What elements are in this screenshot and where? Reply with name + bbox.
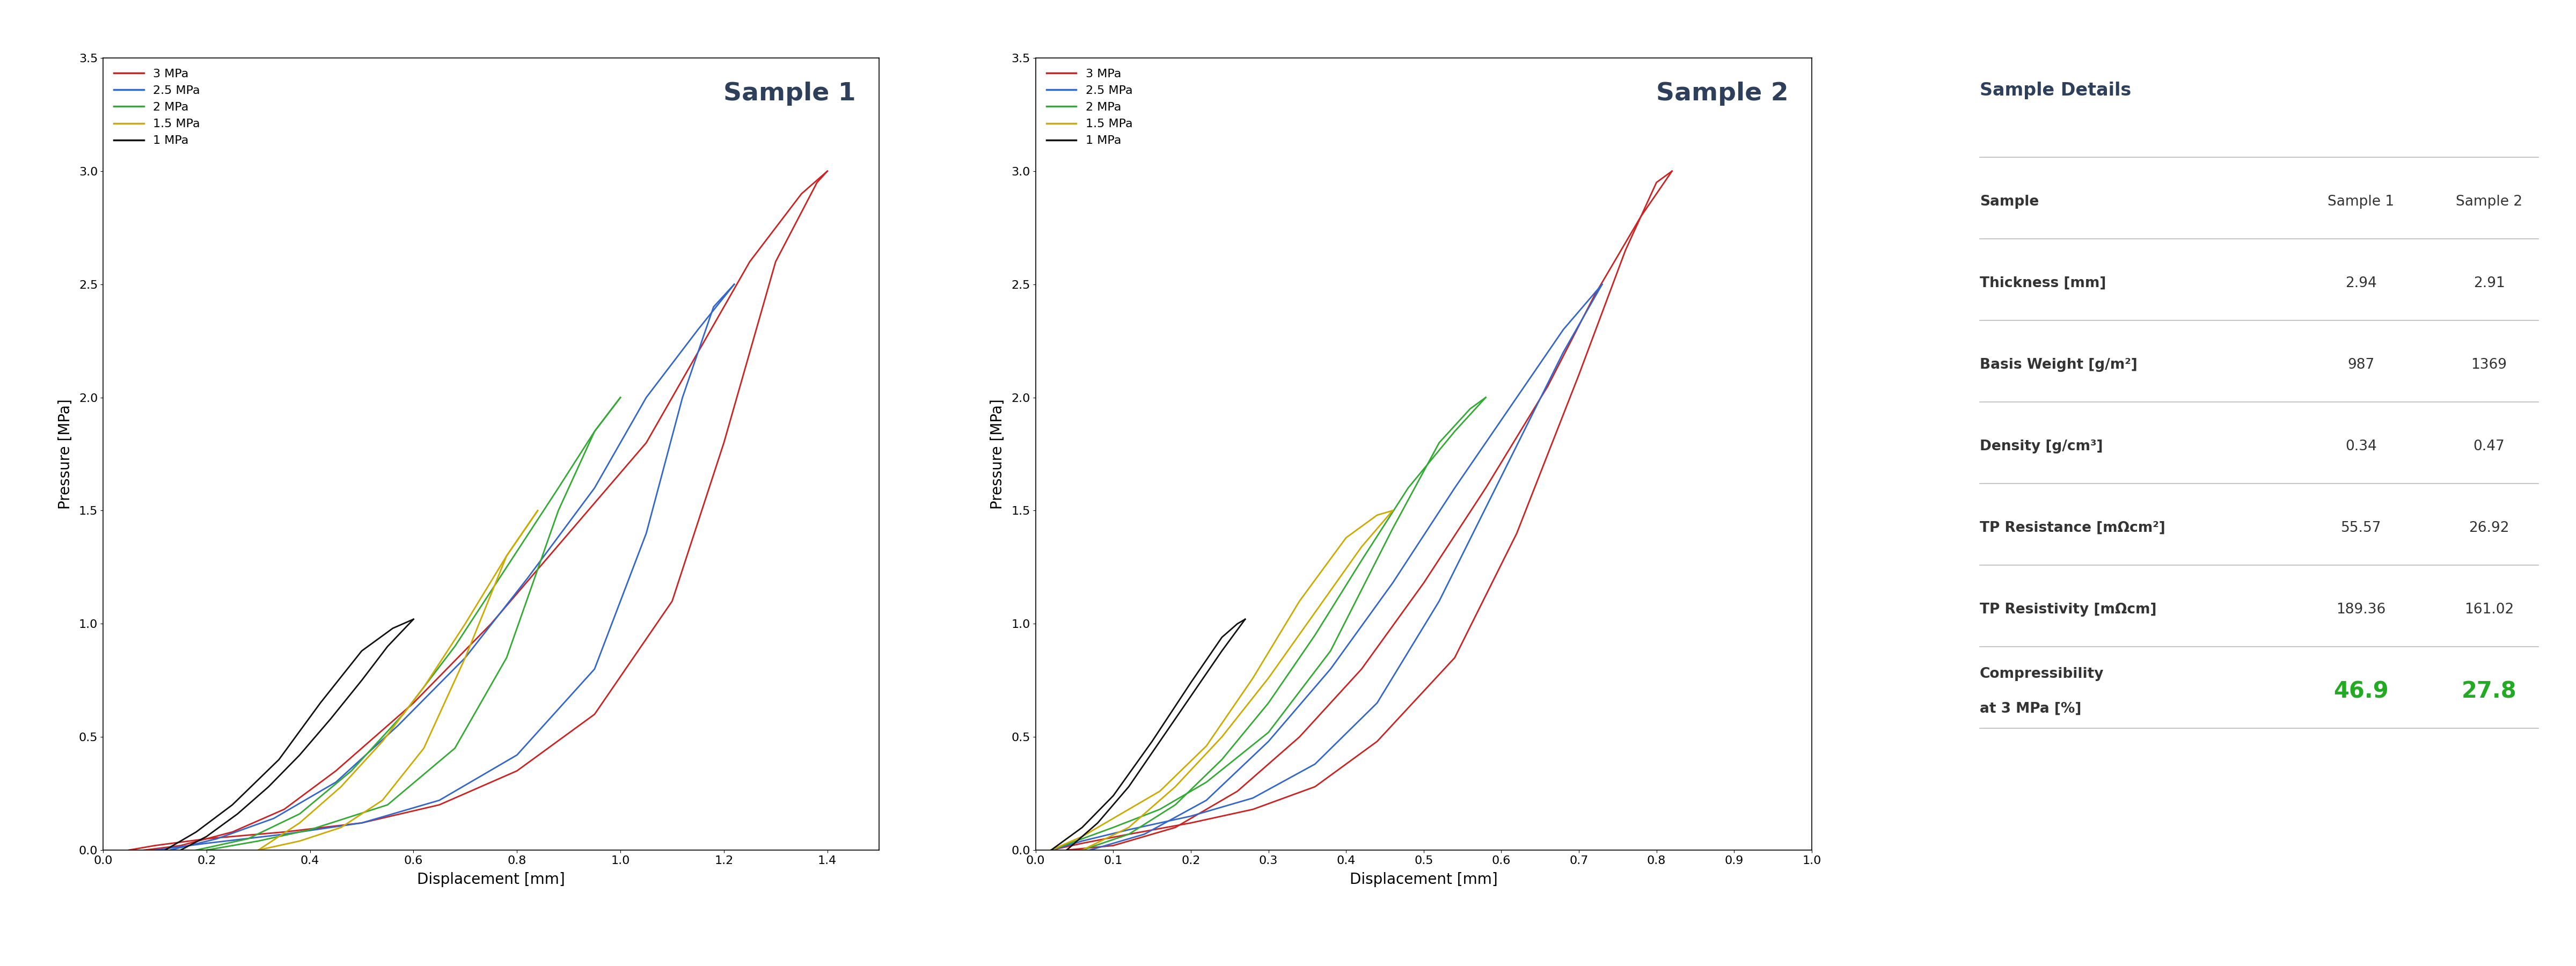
Text: 0.34: 0.34 xyxy=(2344,440,2378,453)
Text: 0.47: 0.47 xyxy=(2473,440,2504,453)
X-axis label: Displacement [mm]: Displacement [mm] xyxy=(1350,872,1497,887)
Text: 1369: 1369 xyxy=(2470,358,2506,372)
Text: at 3 MPa [%]: at 3 MPa [%] xyxy=(1981,701,2081,716)
Text: Compressibility: Compressibility xyxy=(1981,667,2105,681)
Text: Basis Weight [g/m²]: Basis Weight [g/m²] xyxy=(1981,358,2138,372)
Text: Sample Details: Sample Details xyxy=(1981,82,2130,99)
Text: Sample 2: Sample 2 xyxy=(2455,195,2522,209)
Text: 2.94: 2.94 xyxy=(2344,276,2378,291)
Legend: 3 MPa, 2.5 MPa, 2 MPa, 1.5 MPa, 1 MPa: 3 MPa, 2.5 MPa, 2 MPa, 1.5 MPa, 1 MPa xyxy=(1041,64,1139,151)
Text: Sample 1: Sample 1 xyxy=(2329,195,2393,209)
Text: 55.57: 55.57 xyxy=(2342,521,2380,535)
Text: 26.92: 26.92 xyxy=(2468,521,2509,535)
Text: 27.8: 27.8 xyxy=(2463,680,2517,702)
Text: TP Resistance [mΩcm²]: TP Resistance [mΩcm²] xyxy=(1981,521,2166,535)
Text: 2.91: 2.91 xyxy=(2473,276,2504,291)
Text: 987: 987 xyxy=(2347,358,2375,372)
Text: 161.02: 161.02 xyxy=(2465,603,2514,616)
Text: Sample: Sample xyxy=(1981,195,2040,209)
Text: 189.36: 189.36 xyxy=(2336,603,2385,616)
Y-axis label: Pressure [MPa]: Pressure [MPa] xyxy=(989,399,1005,509)
Legend: 3 MPa, 2.5 MPa, 2 MPa, 1.5 MPa, 1 MPa: 3 MPa, 2.5 MPa, 2 MPa, 1.5 MPa, 1 MPa xyxy=(108,64,206,151)
Text: Sample 1: Sample 1 xyxy=(724,82,855,106)
Text: TP Resistivity [mΩcm]: TP Resistivity [mΩcm] xyxy=(1981,603,2156,616)
Text: Thickness [mm]: Thickness [mm] xyxy=(1981,276,2107,291)
Y-axis label: Pressure [MPa]: Pressure [MPa] xyxy=(57,399,72,509)
Text: 46.9: 46.9 xyxy=(2334,680,2388,702)
Text: Density [g/cm³]: Density [g/cm³] xyxy=(1981,440,2102,453)
X-axis label: Displacement [mm]: Displacement [mm] xyxy=(417,872,564,887)
Text: Sample 2: Sample 2 xyxy=(1656,82,1788,106)
